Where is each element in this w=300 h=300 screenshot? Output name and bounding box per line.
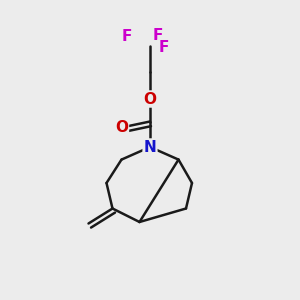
Text: F: F — [122, 29, 132, 44]
Text: O: O — [115, 120, 128, 135]
Text: F: F — [158, 40, 169, 56]
Text: F: F — [153, 28, 163, 44]
Text: N: N — [144, 140, 156, 154]
Text: O: O — [143, 92, 157, 106]
